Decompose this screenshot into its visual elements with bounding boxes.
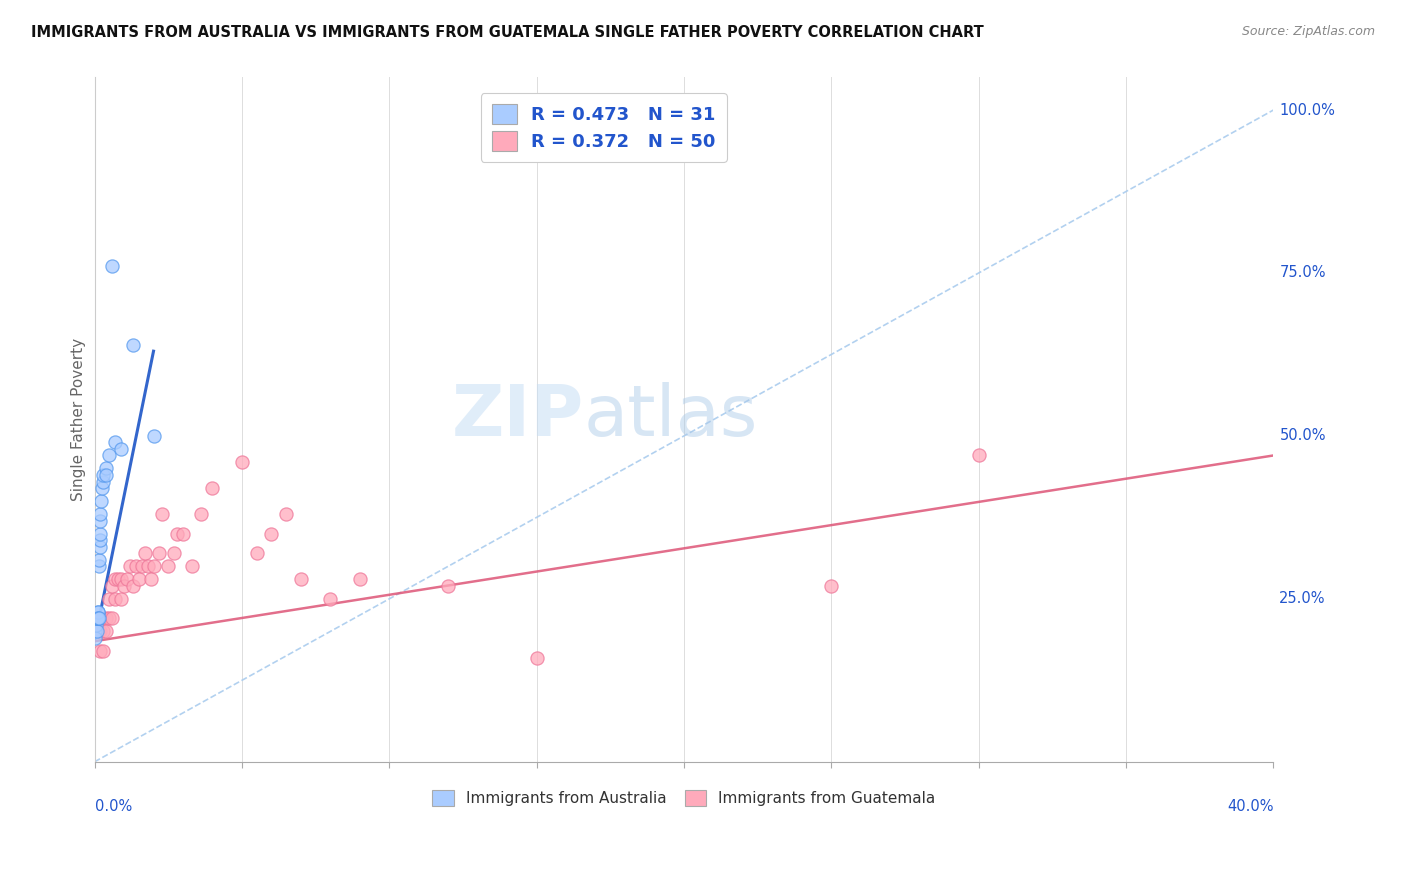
Point	[101, 611, 124, 625]
Point	[349, 572, 371, 586]
Point	[87, 624, 110, 639]
Point	[157, 559, 180, 574]
Point	[86, 611, 108, 625]
Text: 100.0%: 100.0%	[1279, 103, 1336, 118]
Point	[87, 611, 110, 625]
Legend: Immigrants from Australia, Immigrants from Guatemala: Immigrants from Australia, Immigrants fr…	[426, 784, 942, 813]
Point	[110, 572, 132, 586]
Text: 75.0%: 75.0%	[1279, 266, 1326, 280]
Point	[142, 429, 165, 443]
Point	[89, 553, 111, 567]
Point	[104, 591, 127, 606]
Point	[190, 507, 212, 521]
Point	[131, 559, 153, 574]
Point	[90, 494, 112, 508]
Text: ZIP: ZIP	[451, 382, 583, 450]
Point	[166, 526, 188, 541]
Point	[87, 559, 110, 574]
Point	[84, 611, 107, 625]
Point	[112, 579, 135, 593]
Point	[107, 572, 129, 586]
Point	[96, 461, 118, 475]
Point	[125, 559, 148, 574]
Point	[84, 631, 107, 645]
Text: 25.0%: 25.0%	[1279, 591, 1326, 607]
Y-axis label: Single Father Poverty: Single Father Poverty	[72, 338, 86, 501]
Point	[84, 624, 107, 639]
Point	[104, 435, 127, 450]
Point	[86, 624, 108, 639]
Text: 50.0%: 50.0%	[1279, 428, 1326, 443]
Point	[136, 559, 159, 574]
Point	[526, 650, 548, 665]
Text: atlas: atlas	[583, 382, 758, 450]
Point	[89, 514, 111, 528]
Point	[180, 559, 202, 574]
Point	[86, 624, 108, 639]
Point	[89, 526, 111, 541]
Point	[89, 644, 111, 658]
Point	[139, 572, 162, 586]
Point	[115, 572, 138, 586]
Point	[93, 468, 115, 483]
Point	[96, 624, 118, 639]
Point	[98, 449, 121, 463]
Point	[246, 546, 269, 560]
Point	[172, 526, 194, 541]
Point	[86, 605, 108, 619]
Point	[87, 611, 110, 625]
Point	[86, 618, 108, 632]
Point	[87, 605, 110, 619]
Point	[89, 624, 111, 639]
Point	[110, 442, 132, 456]
Point	[122, 579, 145, 593]
Point	[86, 611, 108, 625]
Point	[89, 533, 111, 548]
Point	[98, 591, 121, 606]
Point	[437, 579, 460, 593]
Point	[163, 546, 186, 560]
Point	[93, 475, 115, 489]
Point	[110, 591, 132, 606]
Point	[91, 481, 114, 495]
Point	[201, 481, 224, 495]
Point	[150, 507, 173, 521]
Point	[96, 611, 118, 625]
Point	[101, 579, 124, 593]
Point	[290, 572, 312, 586]
Point	[319, 591, 342, 606]
Text: 40.0%: 40.0%	[1227, 799, 1274, 814]
Point	[93, 624, 115, 639]
Text: Source: ZipAtlas.com: Source: ZipAtlas.com	[1241, 25, 1375, 38]
Point	[260, 526, 283, 541]
Point	[89, 540, 111, 554]
Point	[820, 579, 842, 593]
Point	[231, 455, 253, 469]
Point	[276, 507, 298, 521]
Point	[91, 611, 114, 625]
Point	[89, 507, 111, 521]
Text: IMMIGRANTS FROM AUSTRALIA VS IMMIGRANTS FROM GUATEMALA SINGLE FATHER POVERTY COR: IMMIGRANTS FROM AUSTRALIA VS IMMIGRANTS …	[31, 25, 984, 40]
Point	[122, 337, 145, 351]
Point	[134, 546, 156, 560]
Point	[104, 572, 127, 586]
Point	[86, 611, 108, 625]
Point	[93, 644, 115, 658]
Point	[142, 559, 165, 574]
Point	[148, 546, 170, 560]
Point	[86, 611, 108, 625]
Point	[128, 572, 150, 586]
Point	[98, 611, 121, 625]
Text: 0.0%: 0.0%	[94, 799, 132, 814]
Point	[101, 260, 124, 274]
Point	[96, 468, 118, 483]
Point	[118, 559, 141, 574]
Point	[967, 449, 990, 463]
